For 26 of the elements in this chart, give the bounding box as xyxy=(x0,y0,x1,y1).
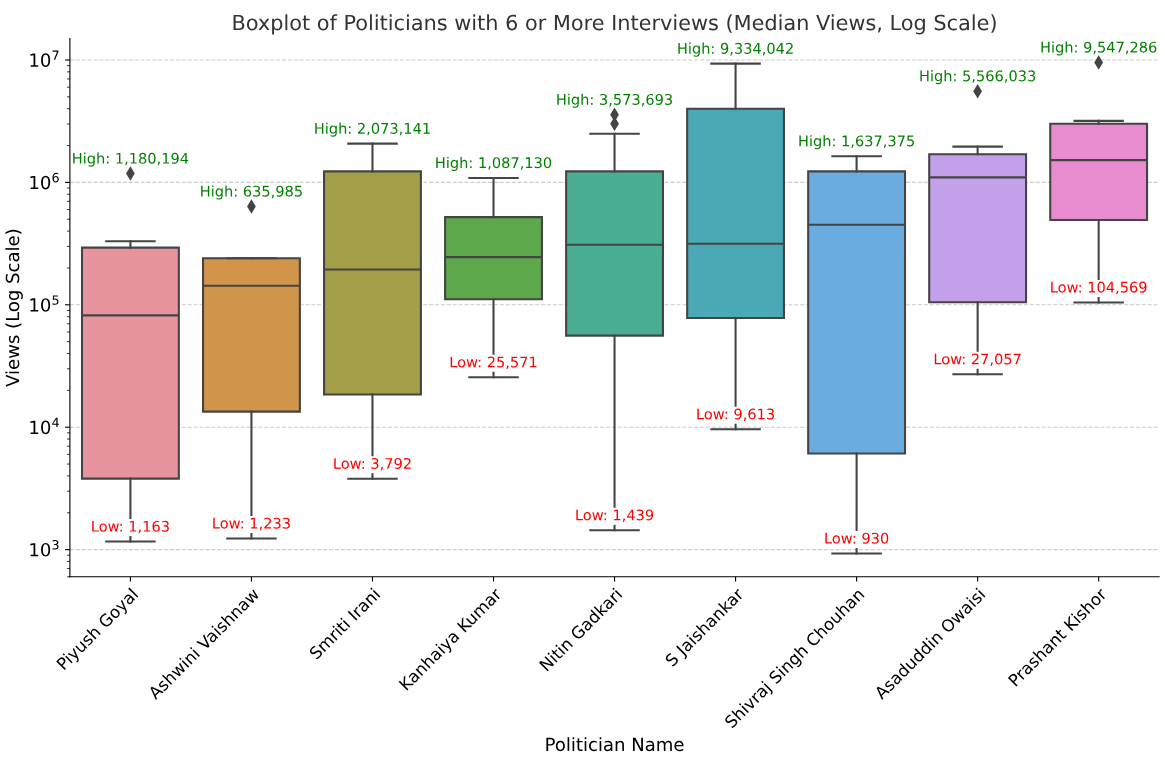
annotation: Low: 1,233 xyxy=(213,517,290,531)
annotation: Low: 104,569 xyxy=(1051,281,1147,295)
annotation: Low: 9,613 xyxy=(697,408,775,422)
annotation: High: 3,573,693 xyxy=(557,93,673,108)
annotation: High: 2,073,141 xyxy=(315,122,430,137)
annotation: High: 1,637,375 xyxy=(799,135,914,150)
y-tick-label: 10$^{3}$ xyxy=(30,540,59,557)
y-axis-title: Views (Log Scale) xyxy=(5,229,23,387)
annotation: Low: 3,792 xyxy=(334,457,411,471)
y-tick-label: 10$^{4}$ xyxy=(30,417,59,435)
annotation: High: 1,087,130 xyxy=(436,156,552,172)
annotation: High: 5,566,033 xyxy=(920,70,1036,85)
annotation: Low: 930 xyxy=(825,532,889,544)
annotation: Low: 25,571 xyxy=(450,356,537,370)
chart-title: Boxplot of Politicians with 6 or More Interviews (Median Views, Log Scale) xyxy=(233,14,996,35)
annotation: High: 635,985 xyxy=(201,185,302,200)
annotation: High: 9,547,286 xyxy=(1041,41,1157,56)
annotation: Low: 27,057 xyxy=(934,353,1021,367)
y-tick-label: 10$^{7}$ xyxy=(30,50,59,67)
annotation: Low: 1,163 xyxy=(92,520,169,534)
annotation: High: 9,334,042 xyxy=(678,42,793,57)
x-axis-title: Politician Name xyxy=(546,737,684,752)
annotation: Low: 1,439 xyxy=(576,509,654,522)
y-tick-label: 10$^{5}$ xyxy=(30,295,59,312)
annotation: High: 1,180,194 xyxy=(73,152,189,167)
y-tick-label: 10$^{6}$ xyxy=(30,172,59,190)
